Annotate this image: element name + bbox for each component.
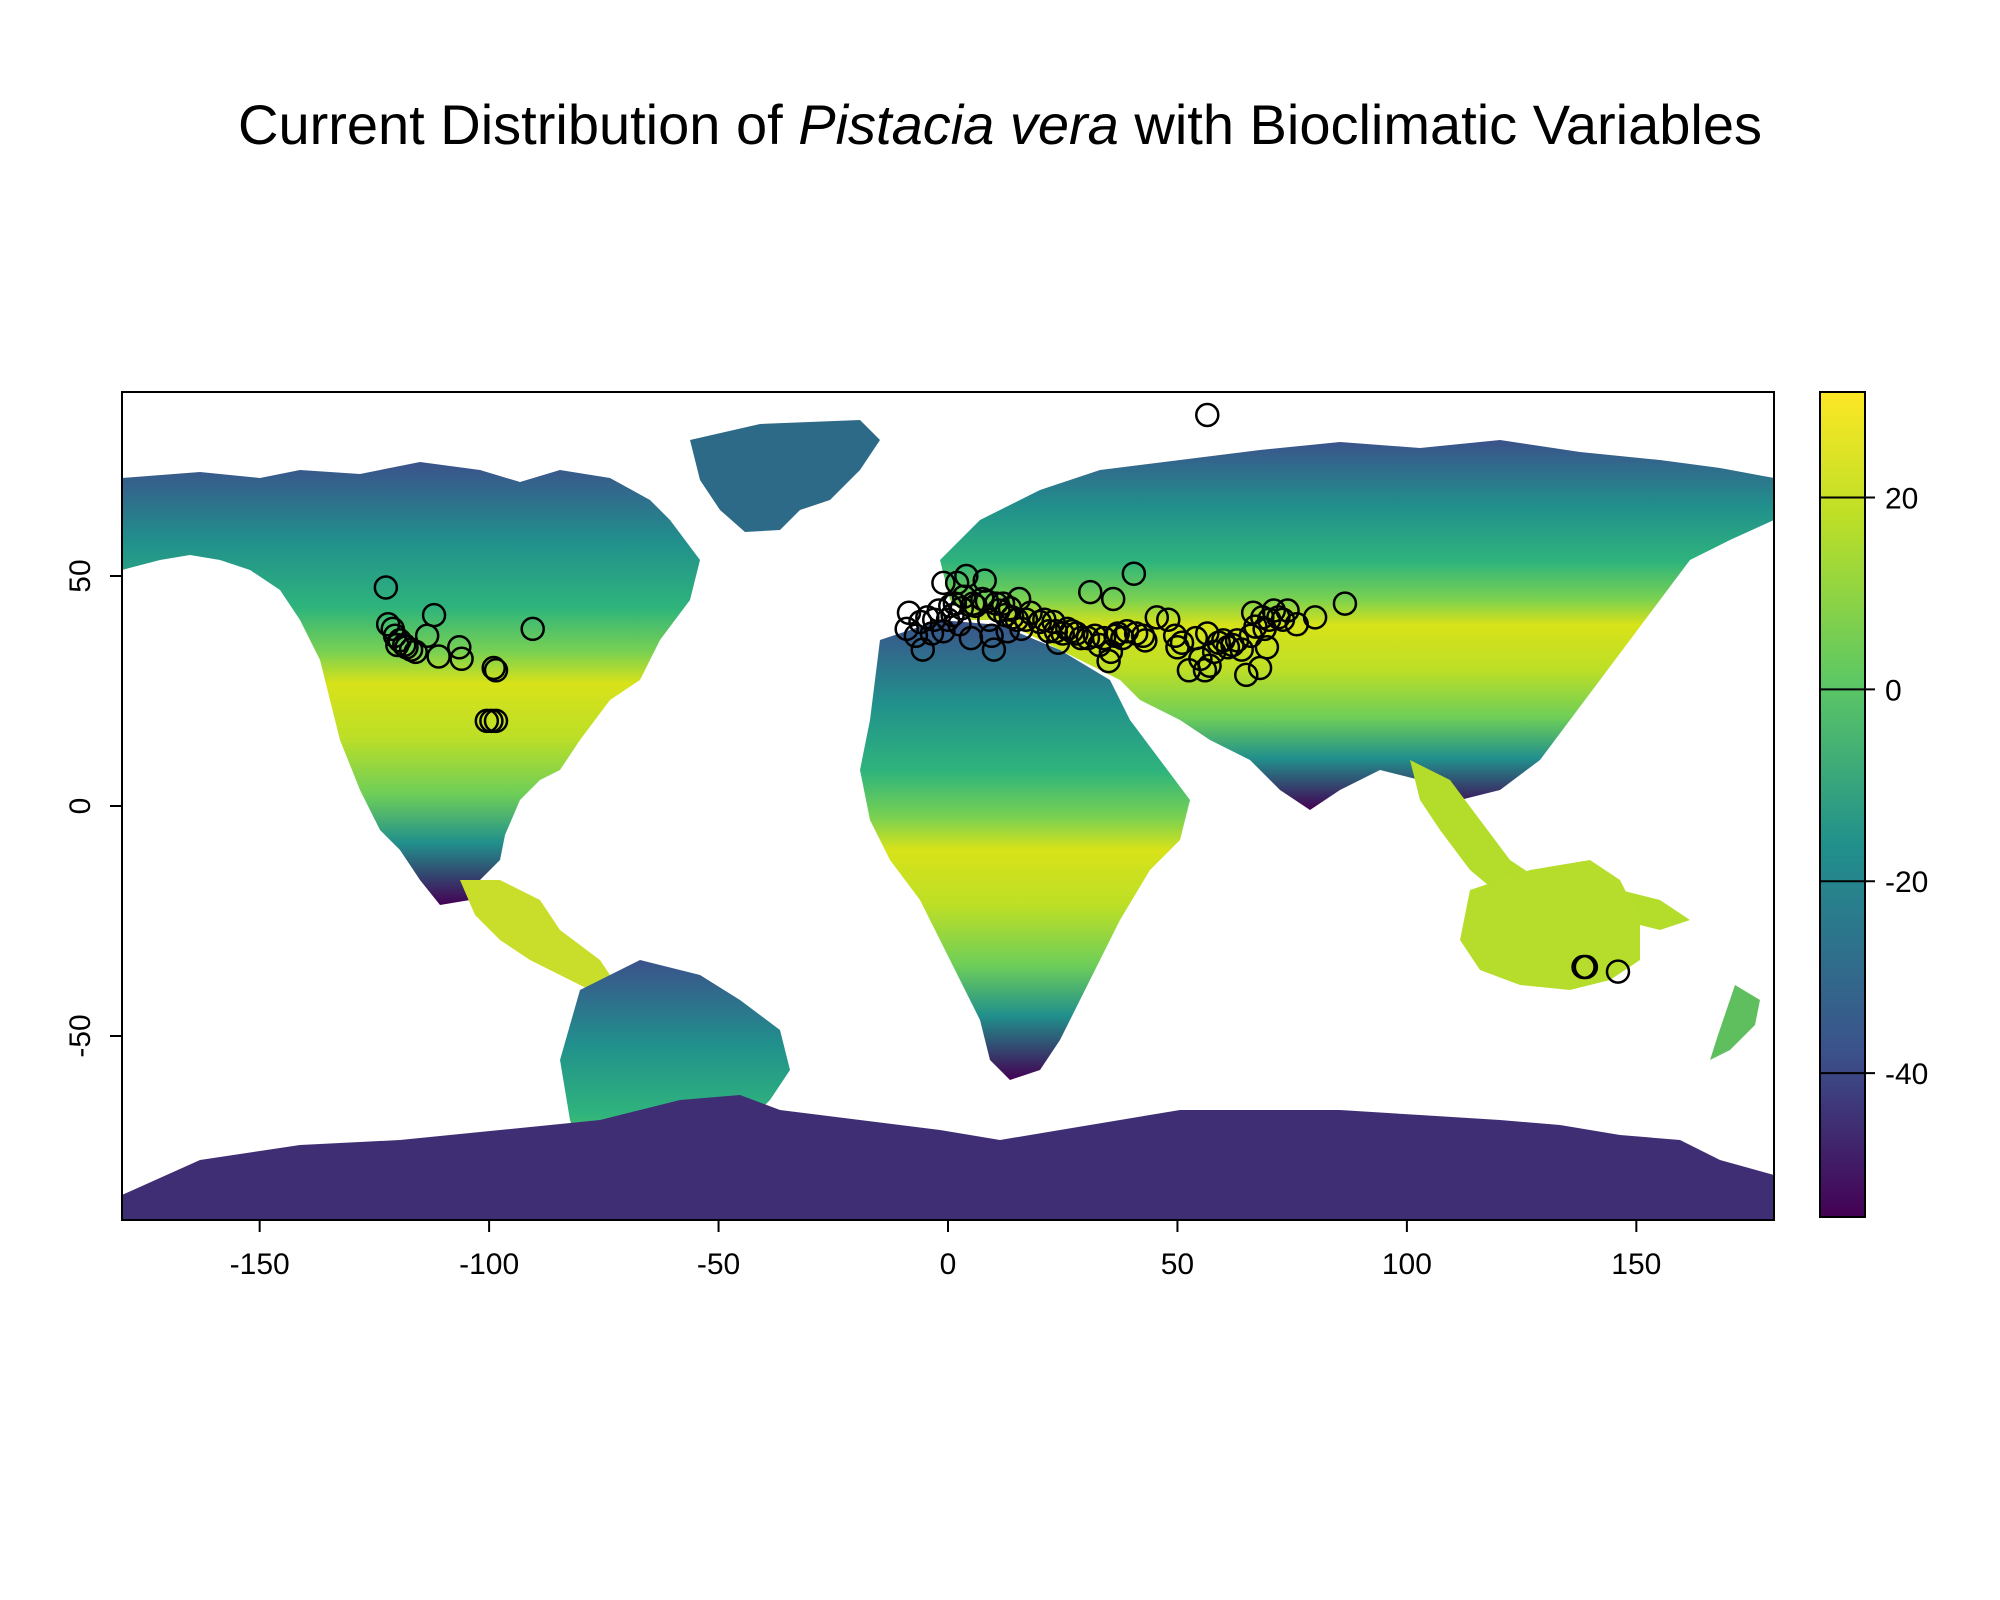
title-species: Pistacia vera: [798, 93, 1119, 156]
occurrence-point: [931, 570, 956, 596]
chart-title: Current Distribution of Pistacia vera wi…: [0, 92, 2000, 157]
europe-asia-landmass: [940, 440, 1774, 810]
occurrence-point: [1234, 662, 1259, 688]
occurrence-point: [481, 655, 506, 681]
antarctica-landmass: [122, 1095, 1774, 1220]
x-tick-label: 0: [940, 1248, 957, 1281]
title-suffix: with Bioclimatic Variables: [1134, 93, 1762, 156]
occurrence-point: [1091, 625, 1117, 651]
occurrence-point: [1133, 628, 1158, 653]
north-america-landmass: [122, 462, 700, 905]
y-tick-label: 0: [64, 798, 97, 815]
occurrence-point: [520, 616, 545, 642]
x-axis: -150 -100 -50 0 50 100 150: [230, 1220, 1661, 1281]
greenland-landmass: [690, 420, 880, 532]
occurrence-point: [1121, 561, 1147, 586]
colorbar-tick-label: 0: [1885, 674, 1902, 707]
colorbar-tick-label: -40: [1885, 1058, 1928, 1091]
colorbar: [1819, 391, 1866, 1218]
central-america-landmass: [460, 880, 620, 990]
occurrence-point: [1573, 954, 1599, 980]
occurrence-point: [1096, 648, 1121, 674]
occurrence-point: [1144, 605, 1170, 630]
occurrence-point: [954, 563, 979, 589]
occurrence-point: [979, 623, 1004, 649]
occurrence-point: [1169, 630, 1195, 655]
occurrence-point: [1018, 600, 1043, 626]
occurrence-point: [1078, 579, 1103, 605]
colorbar-tick-label: 20: [1885, 483, 1918, 516]
occurrence-point: [447, 635, 472, 660]
x-tick-label: -50: [697, 1248, 740, 1281]
occurrence-point: [1254, 635, 1280, 660]
occurrence-point: [1605, 959, 1631, 984]
occurrence-point: [483, 658, 509, 683]
x-tick-label: -100: [459, 1248, 519, 1281]
land-masses: [122, 420, 1774, 1220]
australia-landmass: [1460, 860, 1640, 990]
new-zealand-landmass: [1710, 985, 1760, 1060]
colorbar-ticks: 20 0 -20 -40: [1820, 483, 1928, 1091]
occurrence-point: [1013, 607, 1039, 632]
africa-landmass: [860, 620, 1190, 1080]
occurrence-point: [1275, 598, 1300, 623]
y-tick-label: -50: [64, 1014, 97, 1057]
occurrence-point: [990, 591, 1016, 616]
occurrence-point: [1197, 653, 1222, 678]
occurrence-point: [1064, 621, 1089, 646]
occurrence-point: [373, 575, 399, 600]
occurrence-point: [1156, 607, 1181, 632]
occurrence-point: [385, 632, 410, 658]
occurrence-point: [1100, 586, 1126, 612]
title-prefix: Current Distribution of: [238, 93, 783, 156]
occurrence-points: [373, 402, 1631, 984]
occurrence-point: [1050, 621, 1075, 646]
occurrence-point: [903, 623, 929, 649]
occurrence-point: [1195, 402, 1220, 428]
occurrence-point: [1332, 591, 1358, 616]
occurrence-point: [919, 621, 945, 646]
x-tick-label: 100: [1382, 1248, 1432, 1281]
occurrence-point: [449, 646, 474, 672]
colorbar-tick-label: -20: [1885, 866, 1928, 899]
occurrence-point: [421, 602, 447, 628]
occurrence-point: [1302, 605, 1328, 630]
occurrence-point: [1105, 621, 1131, 646]
occurrence-point: [1261, 598, 1287, 623]
occurrence-point: [483, 708, 509, 734]
occurrence-point: [1229, 637, 1254, 662]
y-tick-label: 50: [64, 559, 97, 592]
y-axis: -50 0 50: [64, 559, 122, 1058]
x-tick-label: -150: [230, 1248, 290, 1281]
occurrence-point: [981, 637, 1007, 662]
occurrence-point: [949, 595, 975, 621]
x-tick-label: 50: [1161, 1248, 1194, 1281]
x-tick-label: 150: [1611, 1248, 1661, 1281]
